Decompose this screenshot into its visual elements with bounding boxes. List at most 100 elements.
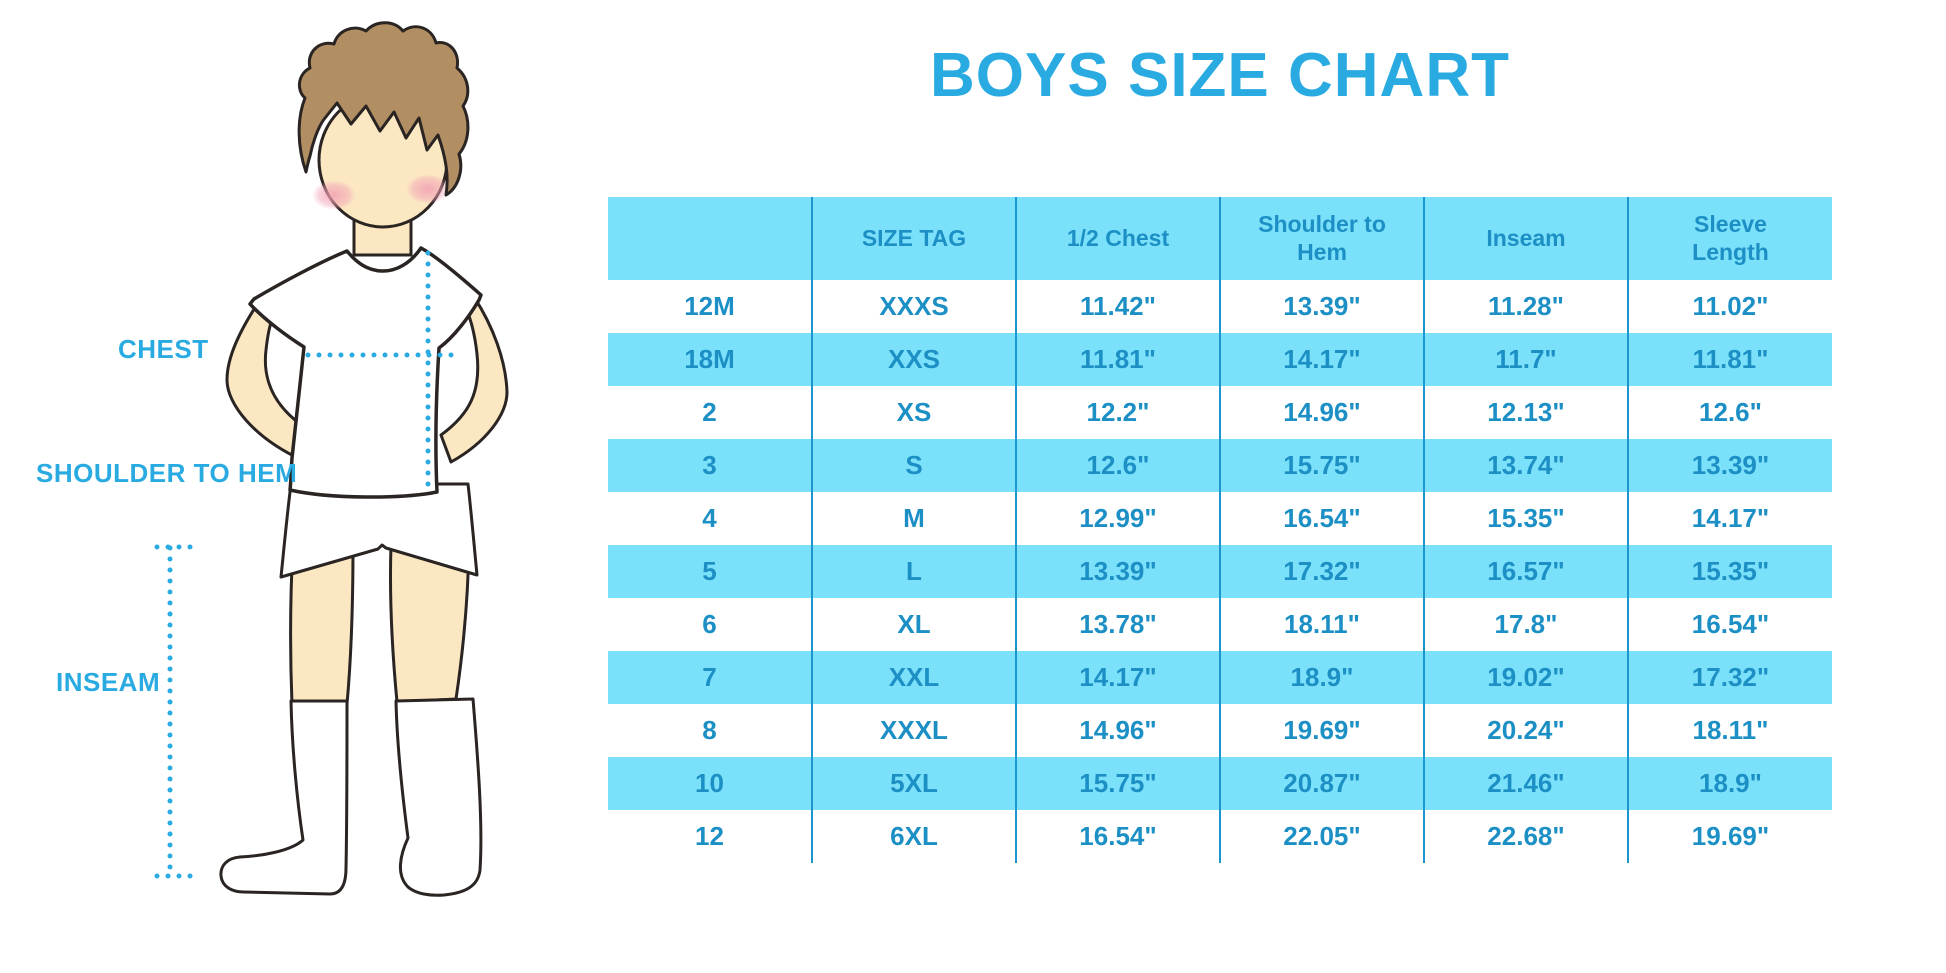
chest-label: CHEST [118,334,209,364]
table-row: 10 5XL 15.75" 20.87" 21.46" 18.9" [608,757,1832,810]
size-table-header: SIZE TAG 1/2 Chest Shoulder to Hem Insea… [608,197,1832,280]
size-label-cell: 12M [684,291,735,321]
measurement-cell: 11.81" [1627,333,1832,386]
measurement-cell: 21.46" [1423,757,1628,810]
measurement-cell: 14.17" [1015,651,1220,704]
size-label-cell: 10 [608,757,812,810]
table-row: 5 L 13.39" 17.32" 16.57" 15.35" [608,545,1832,598]
right-sock [394,697,483,897]
measurement-cell: XXS [811,333,1016,386]
right-arm [439,295,509,464]
measurement-cell: 12.13" [1423,386,1628,439]
size-label-cell: 2 [702,397,717,427]
measurement-cell: 16.54" [1219,492,1424,545]
measurement-cell: XL [811,598,1016,651]
measurement-cell: XXL [811,651,1016,704]
measurement-cell: 11.7" [1423,333,1628,386]
size-label-cell: 5 [608,545,812,598]
table-row: 4 M 12.99" 16.54" 15.35" 14.17" [608,492,1832,545]
measurement-cell: 18.11" [1627,704,1832,757]
measurement-cell: 15.35" [1423,492,1628,545]
measurement-cell: 19.02" [1423,651,1628,704]
measurement-cell: M [811,492,1016,545]
measurement-cell: 18.11" [1219,598,1424,651]
measurement-cell: 16.57" [1423,545,1628,598]
size-label-cell: 18M [608,333,812,386]
measurement-cell: 15.75" [1219,439,1424,492]
size-label-cell: 12 [695,821,724,851]
shoulder-to-hem-label: SHOULDER TO HEM [36,458,298,488]
measurement-cell: 17.32" [1627,651,1832,704]
size-table-body: 12M XXXS 11.42" 13.39" 11.28" 11.02" 18M XXS 11.… [608,280,1832,863]
header-blank [608,197,812,280]
header-sleeve-length: Sleeve Length [1627,197,1832,280]
measurement-cell: 13.39" [1015,545,1220,598]
boy-illustration [154,21,509,897]
measurement-cell: 11.28" [1423,280,1628,333]
measurement-cell: 17.32" [1219,545,1424,598]
shorts [279,482,479,579]
table-row: 8 XXXL 14.96" 19.69" 20.24" 18.11" [608,704,1832,757]
size-label-cell: 6 [702,609,717,639]
left-sock [219,699,349,896]
measurement-cell: 18.9" [1627,757,1832,810]
measurement-cell: 11.02" [1627,280,1832,333]
measurement-cell: XXXS [811,280,1016,333]
measurement-cell: 5XL [811,757,1016,810]
page-title: BOYS SIZE CHART [930,41,1510,110]
measurement-cell: 18.9" [1219,651,1424,704]
table-row: 7 XXL 14.17" 18.9" 19.02" 17.32" [608,651,1832,704]
header-shoulder-to-hem: Shoulder to Hem [1219,197,1424,280]
measurement-cell: XXXL [811,704,1016,757]
inseam-label: INSEAM [56,667,161,697]
measurement-cell: 20.87" [1219,757,1424,810]
header-half-chest: 1/2 Chest [1015,197,1220,280]
size-label-cell: 4 [702,503,717,533]
measurement-cell: 12.99" [1015,492,1220,545]
measurement-cell: 15.75" [1015,757,1220,810]
measurement-cell: 22.68" [1423,810,1628,863]
measurement-cell: 14.17" [1627,492,1832,545]
measurement-cell: L [811,545,1016,598]
measurement-cell: S [811,439,1016,492]
measurement-cell: 11.42" [1015,280,1220,333]
boy-measurement-diagram: CHEST SHOULDER TO HEM INSEAM [0,0,560,973]
measurement-cell: 16.54" [1015,810,1220,863]
measurement-cell: 16.54" [1627,598,1832,651]
measurement-cell: 14.96" [1015,704,1220,757]
size-label-cell: 3 [608,439,812,492]
hair [297,21,470,197]
measurement-cell: 13.39" [1627,439,1832,492]
measurement-cell: 13.78" [1015,598,1220,651]
header-size-tag: SIZE TAG [811,197,1016,280]
measurement-cell: 12.2" [1015,386,1220,439]
measurement-cell: 15.35" [1627,545,1832,598]
blush-left-cheek [312,180,356,210]
measurement-cell: 13.39" [1219,280,1424,333]
table-row: 18M XXS 11.81" 14.17" 11.7" 11.81" [608,333,1832,386]
table-row: 3 S 12.6" 15.75" 13.74" 13.39" [608,439,1832,492]
size-label-cell: 8 [702,715,717,745]
measurement-cell: 22.05" [1219,810,1424,863]
measurement-cell: XS [811,386,1016,439]
measurement-cell: 20.24" [1423,704,1628,757]
t-shirt [248,246,483,499]
measurement-cell: 19.69" [1219,704,1424,757]
measurement-cell: 14.96" [1219,386,1424,439]
header-row: SIZE TAG 1/2 Chest Shoulder to Hem Insea… [608,197,1832,280]
table-row: 2 XS 12.2" 14.96" 12.13" 12.6" [608,386,1832,439]
measurement-cell: 6XL [811,810,1016,863]
blush-right-cheek [406,174,450,204]
measurement-cell: 12.6" [1015,439,1220,492]
table-row: 6 XL 13.78" 18.11" 17.8" 16.54" [608,598,1832,651]
measurement-cell: 19.69" [1627,810,1832,863]
measurement-cell: 14.17" [1219,333,1424,386]
header-inseam: Inseam [1423,197,1628,280]
table-row: 12M XXXS 11.42" 13.39" 11.28" 11.02" [608,280,1832,333]
table-row: 12 6XL 16.54" 22.05" 22.68" 19.69" [608,810,1832,863]
measurement-cell: 11.81" [1015,333,1220,386]
measurement-cell: 13.74" [1423,439,1628,492]
size-label-cell: 7 [608,651,812,704]
measurement-cell: 17.8" [1423,598,1628,651]
size-chart-table: SIZE TAG 1/2 Chest Shoulder to Hem Insea… [608,197,1832,863]
